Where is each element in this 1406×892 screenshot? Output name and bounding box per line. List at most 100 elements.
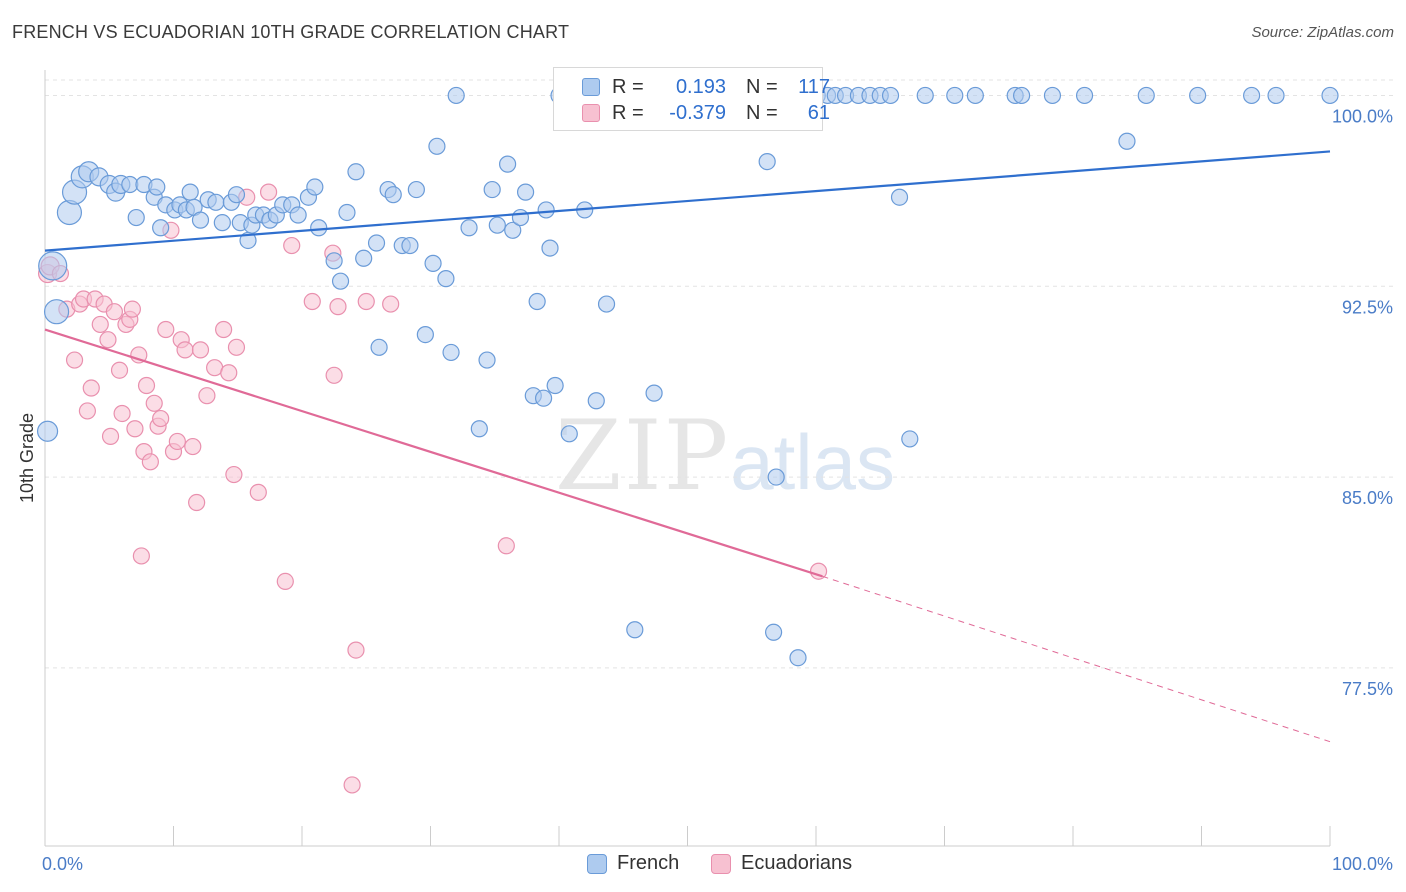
french-point-54 (416, 326, 434, 344)
axes (44, 70, 1331, 847)
y-tick-label-1: 85.0% (1342, 488, 1393, 508)
french-point-47 (367, 234, 386, 252)
french-point-56 (428, 137, 446, 155)
ecuadorians-point-41 (220, 364, 238, 382)
legend-ecuadorians-swatch (711, 853, 731, 874)
ecuadorians-point-7 (78, 402, 97, 420)
french-point-1 (38, 251, 68, 281)
french-point-100 (789, 649, 807, 667)
ecuadorians-point-51 (325, 366, 343, 384)
legend-item-french: French (587, 852, 679, 875)
legend-french-swatch (587, 853, 607, 874)
french-point-12 (127, 208, 145, 227)
watermark: ZIPatlas (555, 400, 895, 512)
french-point-58 (442, 343, 460, 362)
french-points (36, 86, 1339, 667)
french-point-28 (227, 186, 246, 204)
ecuadorians-point-53 (343, 776, 361, 794)
trend-lines (44, 150, 1331, 743)
y-axis-label: 10th Grade (17, 413, 37, 503)
ecuadorians-swatch (582, 104, 600, 122)
ecuadorians-n-value: 61 (807, 101, 830, 124)
french-point-46 (355, 249, 373, 267)
french-point-25 (207, 193, 225, 211)
legend-ecuadorians-label: Ecuadorians (741, 852, 853, 874)
chart-title: FRENCH VS ECUADORIAN 10TH GRADE CORRELAT… (12, 22, 570, 42)
ecuadorians-points (37, 183, 828, 794)
ecuadorians-point-47 (276, 572, 294, 590)
french-point-23 (191, 211, 210, 229)
french-point-0 (36, 420, 59, 442)
ecuadorians-point-12 (99, 331, 117, 349)
ecuadorians-point-32 (168, 432, 186, 451)
french-point-98 (764, 623, 783, 641)
french-point-74 (546, 376, 564, 395)
french-point-76 (560, 425, 578, 443)
legend-french-label: French (617, 852, 680, 874)
grid-lines (45, 79, 1395, 669)
ecuadorians-point-45 (249, 483, 267, 501)
ecuadorians-point-29 (157, 320, 175, 339)
french-point-119 (1137, 86, 1155, 105)
y-tick-label-3: 100.0% (1332, 106, 1393, 126)
ecuadorians-point-49 (303, 292, 321, 311)
french-point-67 (511, 208, 530, 227)
french-point-71 (534, 389, 553, 407)
french-point-60 (460, 219, 478, 237)
ecuadorians-point-54 (347, 641, 365, 659)
ecuadorians-point-46 (259, 183, 278, 201)
y-tick-label-0: 77.5% (1342, 679, 1393, 699)
ecuadorians-trend-line (44, 328, 823, 578)
french-point-44 (338, 203, 356, 222)
french-point-59 (447, 86, 465, 105)
french-point-123 (1321, 86, 1339, 105)
ecuadorians-point-52 (329, 298, 347, 316)
french-point-61 (470, 420, 488, 438)
french-point-41 (310, 219, 328, 237)
french-point-108 (881, 86, 900, 105)
ecuadorians-point-4 (65, 351, 84, 369)
french-point-81 (587, 392, 605, 410)
french-point-2 (43, 299, 70, 325)
x-tick-label-1: 100.0% (1332, 854, 1393, 874)
x-tick-label-0: 0.0% (42, 854, 83, 874)
french-point-120 (1189, 86, 1207, 105)
y-tick-label-2: 92.5% (1342, 297, 1393, 317)
ecuadorians-point-8 (82, 379, 100, 397)
french-point-85 (626, 621, 644, 639)
french-point-70 (528, 292, 546, 311)
legend-item-ecuadorians: Ecuadorians (711, 852, 852, 875)
french-n-label: N = (746, 75, 778, 98)
french-swatch (582, 78, 600, 96)
ecuadorians-point-13 (101, 427, 120, 445)
french-point-16 (152, 219, 170, 237)
ecuadorians-point-20 (126, 420, 144, 438)
french-point-42 (325, 252, 343, 270)
ecuadorians-r-label: R = (612, 101, 644, 124)
french-point-87 (645, 384, 663, 402)
ecuadorians-point-42 (225, 465, 243, 484)
french-r-value: 0.193 (675, 75, 726, 98)
french-point-68 (516, 183, 535, 201)
french-point-65 (499, 155, 517, 173)
french-point-118 (1118, 132, 1136, 150)
ecuadorians-point-37 (191, 341, 210, 359)
ecuadorians-r-value: -0.379 (669, 101, 726, 124)
french-n-value: 117 (798, 75, 830, 98)
ecuadorians-point-15 (110, 361, 129, 379)
french-point-64 (488, 216, 506, 234)
french-point-112 (946, 86, 964, 105)
ecuadorians-n-label: N = (746, 101, 778, 124)
french-point-73 (541, 239, 559, 257)
french-point-66 (504, 221, 522, 239)
french-point-121 (1243, 86, 1261, 105)
french-point-109 (890, 188, 909, 206)
french-point-52 (401, 236, 419, 255)
ecuadorians-point-48 (283, 236, 301, 255)
french-point-82 (597, 295, 616, 313)
watermark-zip: ZIP (555, 400, 731, 512)
ecuadorians-point-56 (382, 295, 400, 313)
ecuadorians-point-14 (105, 303, 123, 321)
ecuadorians-point-28 (152, 409, 170, 428)
